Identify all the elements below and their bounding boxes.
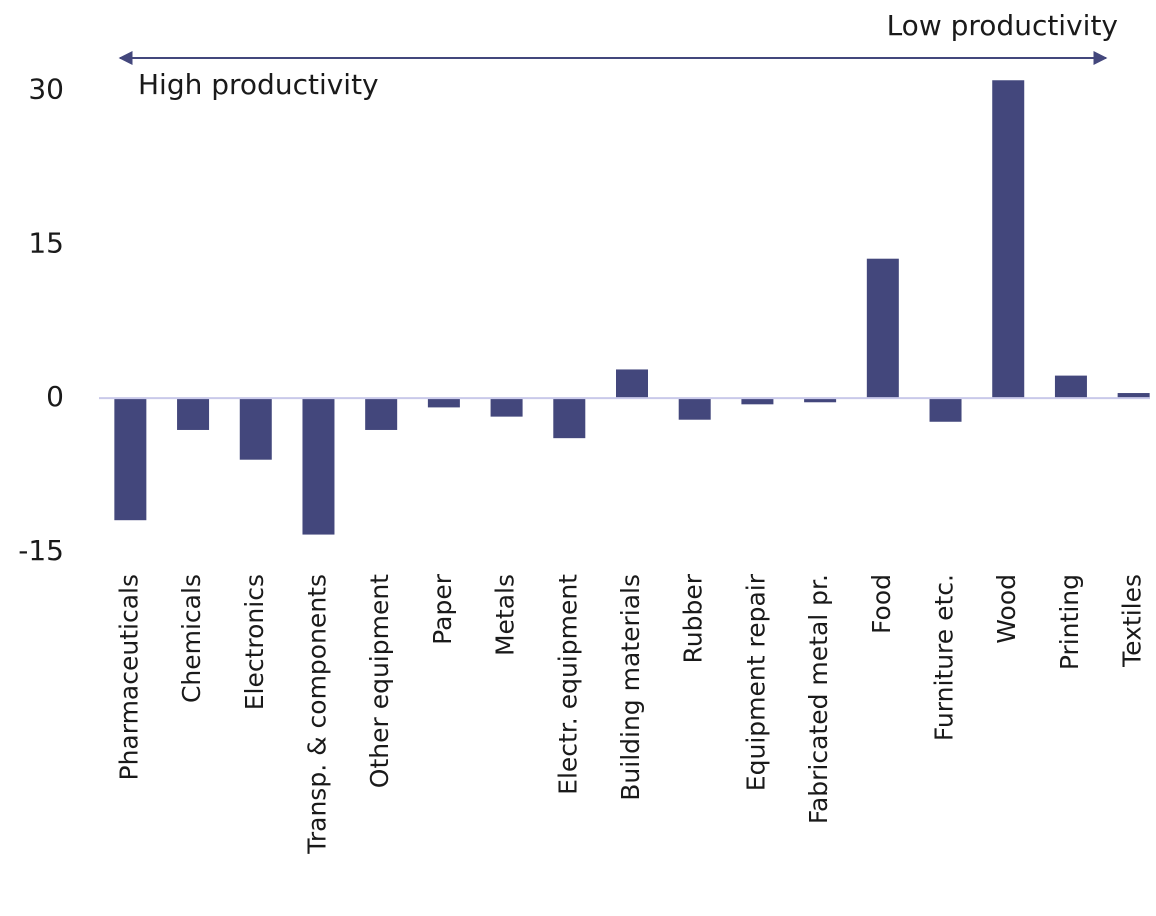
x-tick-label: Pharmaceuticals bbox=[114, 574, 143, 781]
x-tick-label: Food bbox=[867, 574, 896, 634]
y-tick-label: 30 bbox=[28, 73, 64, 106]
x-tick-label: Metals bbox=[491, 574, 520, 656]
bar bbox=[1054, 375, 1087, 399]
x-tick-label: Fabricated metal pr. bbox=[804, 574, 833, 824]
x-tick-label: Electronics bbox=[240, 574, 269, 710]
x-tick-label: Transp. & components bbox=[302, 574, 331, 855]
bar bbox=[616, 369, 648, 399]
x-tick-label: Electr. equipment bbox=[553, 574, 582, 795]
x-tick-label: Chemicals bbox=[177, 574, 206, 703]
bar bbox=[1117, 393, 1150, 399]
x-tick-label: Wood bbox=[992, 574, 1021, 644]
x-tick-label: Equipment repair bbox=[741, 573, 770, 791]
bar bbox=[114, 398, 147, 521]
bar bbox=[866, 258, 899, 399]
bar bbox=[804, 398, 837, 403]
x-tick-label: Rubber bbox=[679, 573, 708, 663]
bar bbox=[177, 398, 210, 430]
y-tick-label: -15 bbox=[18, 534, 64, 567]
x-tick-label: Textiles bbox=[1118, 574, 1147, 668]
bar bbox=[490, 398, 523, 417]
x-tick-label: Furniture etc. bbox=[930, 574, 959, 741]
y-tick-label: 0 bbox=[46, 380, 64, 413]
annotation: High productivity bbox=[138, 68, 379, 101]
annotation: Low productivity bbox=[887, 9, 1118, 42]
bar bbox=[929, 398, 962, 422]
bar bbox=[553, 398, 586, 439]
bar bbox=[678, 398, 711, 420]
x-tick-label: Building materials bbox=[616, 574, 645, 801]
x-tick-label: Printing bbox=[1055, 574, 1084, 670]
bar bbox=[427, 398, 460, 408]
x-tick-label: Paper bbox=[428, 573, 457, 645]
bar bbox=[239, 398, 272, 460]
x-tick-label: Other equipment bbox=[365, 574, 394, 788]
y-tick-label: 15 bbox=[28, 226, 64, 259]
bar bbox=[741, 398, 774, 405]
bar bbox=[365, 398, 398, 430]
bar bbox=[302, 398, 335, 535]
bar bbox=[992, 80, 1025, 399]
